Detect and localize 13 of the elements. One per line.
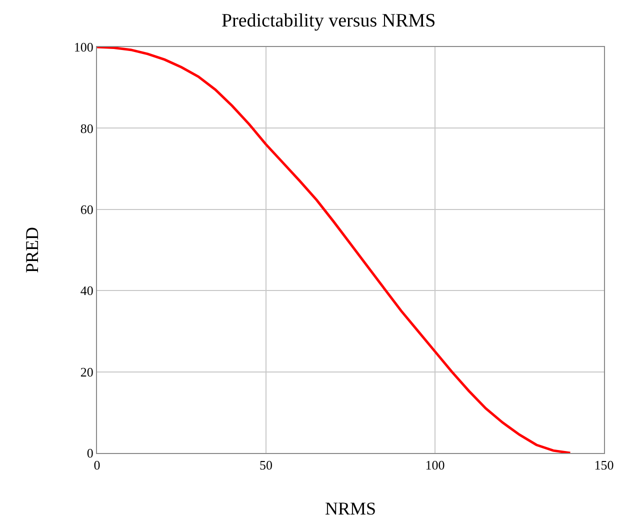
y-tick-label: 0 <box>86 446 94 461</box>
y-tick-label: 40 <box>80 283 94 298</box>
x-tick-label: 150 <box>594 458 614 473</box>
x-axis-title: NRMS <box>324 498 376 519</box>
y-axis-title: PRED <box>22 226 42 274</box>
x-tick-label: 100 <box>425 458 445 473</box>
y-tick-label: 20 <box>80 364 94 380</box>
chart-title: Predictability versus NRMS <box>221 10 436 32</box>
y-tick-label: 80 <box>80 120 94 136</box>
x-tick-label: 50 <box>260 458 272 473</box>
y-tick-label: 100 <box>74 40 94 55</box>
line-series <box>97 47 572 453</box>
y-tick-label: 60 <box>80 202 94 217</box>
